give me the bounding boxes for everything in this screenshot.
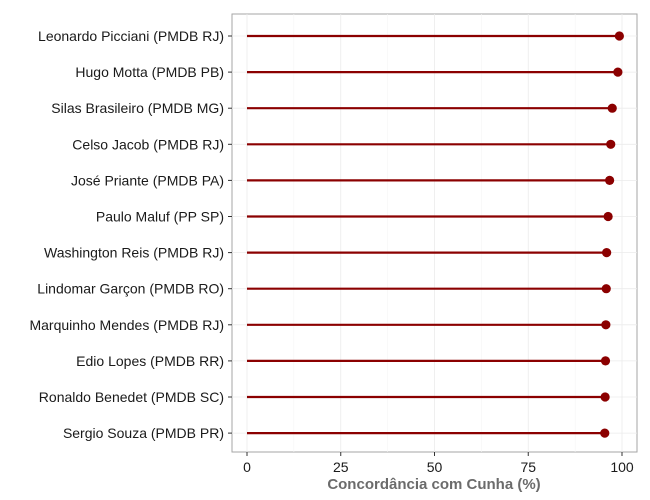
- lollipop-point: [600, 392, 610, 402]
- y-tick-label: Paulo Maluf (PP SP): [96, 209, 224, 225]
- x-tick-label: 75: [520, 459, 536, 475]
- x-tick-label: 50: [427, 459, 443, 475]
- y-tick-label: José Priante (PMDB PA): [71, 172, 224, 188]
- y-axis: Leonardo Picciani (PMDB RJ) Hugo Motta (P…: [29, 28, 232, 441]
- y-tick-label: Marquinho Mendes (PMDB RJ): [29, 317, 224, 333]
- lollipop-point: [613, 67, 623, 77]
- y-tick-label: Hugo Motta (PMDB PB): [75, 64, 224, 80]
- lollipop-point: [603, 211, 613, 222]
- x-axis: 0 25 50 75 100: [243, 452, 634, 475]
- y-tick-label: Sergio Souza (PMDB PR): [63, 425, 224, 441]
- y-tick-label: Ronaldo Benedet (PMDB SC): [39, 389, 224, 405]
- x-tick-label: 100: [610, 459, 634, 475]
- lollipop-point: [602, 248, 612, 258]
- lollipop-point: [601, 320, 611, 330]
- y-tick-label: Lindomar Garçon (PMDB RO): [37, 281, 224, 297]
- y-tick-label: Leonardo Picciani (PMDB RJ): [38, 28, 224, 44]
- y-tick-label: Washington Reis (PMDB RJ): [44, 245, 224, 261]
- x-tick-label: 25: [333, 459, 349, 475]
- y-tick-label: Edio Lopes (PMDB RR): [76, 353, 224, 369]
- lollipop-point: [601, 284, 611, 294]
- y-tick-label: Silas Brasileiro (PMDB MG): [51, 100, 224, 116]
- data-marks: [247, 31, 624, 438]
- lollipop-point: [600, 428, 610, 438]
- lollipop-point: [614, 31, 624, 41]
- lollipop-point: [600, 356, 611, 366]
- lollipop-point: [607, 103, 617, 113]
- lollipop-point: [605, 175, 615, 185]
- y-tick-label: Celso Jacob (PMDB RJ): [72, 136, 224, 152]
- x-tick-label: 0: [243, 459, 251, 475]
- lollipop-point: [606, 139, 616, 149]
- x-axis-title: Concordância com Cunha (%): [327, 476, 540, 493]
